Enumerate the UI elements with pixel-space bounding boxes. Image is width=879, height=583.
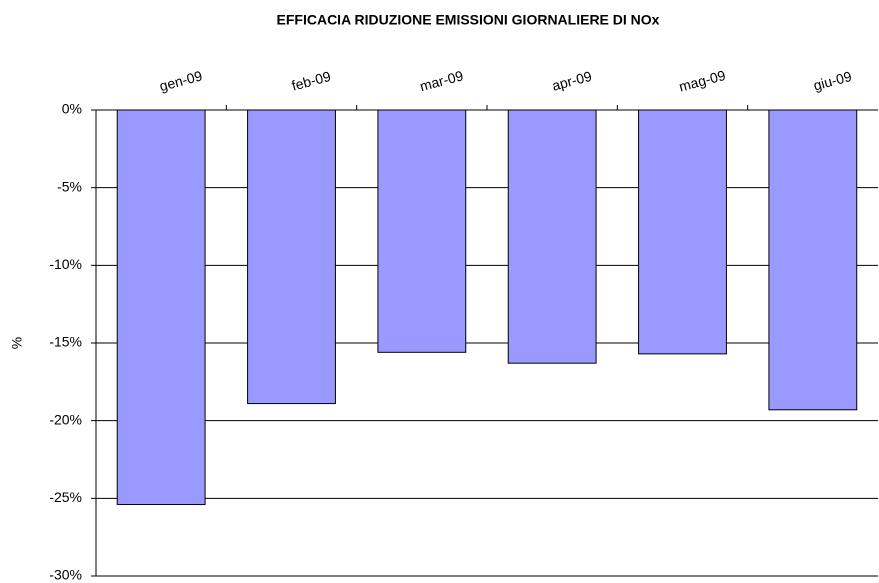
x-tick-label: giu-09 — [812, 68, 854, 94]
y-tick-label: -5% — [57, 178, 82, 194]
bar — [247, 109, 336, 405]
y-axis-title: % — [9, 337, 25, 349]
y-tick-label: -15% — [49, 334, 82, 350]
bar — [638, 109, 727, 355]
y-tick-label: -20% — [49, 411, 82, 427]
x-tick-label: gen-09 — [158, 67, 204, 94]
x-tick-label: feb-09 — [290, 68, 333, 94]
bar — [768, 109, 858, 411]
x-tick-label: mar-09 — [418, 67, 465, 94]
x-tick-label: apr-09 — [550, 68, 593, 94]
chart-title: EFFICACIA RIDUZIONE EMISSIONI GIORNALIER… — [277, 12, 660, 28]
y-tick-label: 0% — [62, 101, 82, 117]
x-tick-label: mag-09 — [677, 67, 727, 95]
bar — [377, 109, 467, 353]
bar — [116, 109, 206, 506]
y-tick-label: -30% — [49, 567, 82, 583]
y-tick-label: -10% — [49, 256, 82, 272]
y-tick-label: -25% — [49, 489, 82, 505]
bar — [507, 109, 597, 364]
